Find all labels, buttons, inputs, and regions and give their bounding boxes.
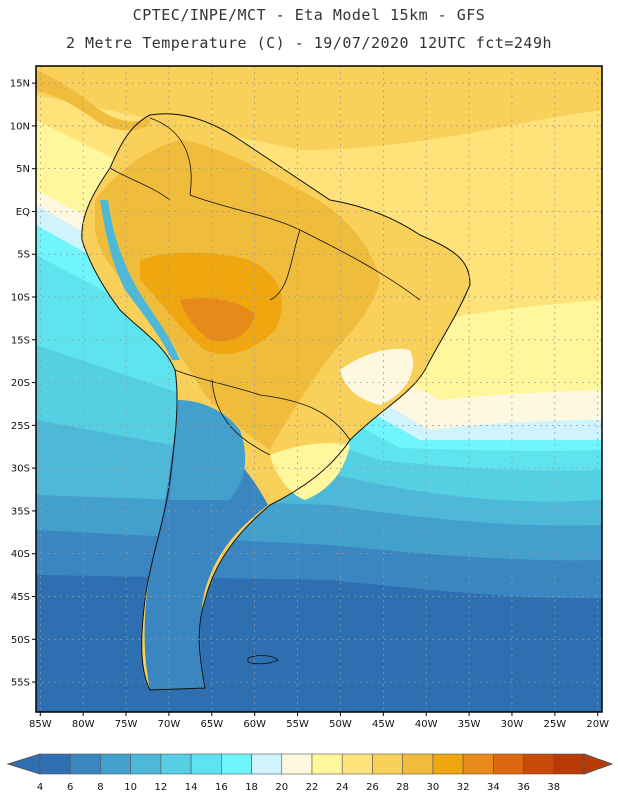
colorbar-swatch: [402, 753, 434, 775]
lat-label: 50S: [11, 635, 30, 646]
colorbar-swatch: [311, 753, 343, 775]
colorbar-label: 14: [185, 782, 198, 793]
colorbar-label: 38: [547, 782, 560, 793]
lat-label: EQ: [16, 207, 30, 218]
map-title-line2: 2 Metre Temperature (C) - 19/07/2020 12U…: [65, 34, 553, 52]
colorbar-swatch: [251, 753, 283, 775]
falkland-islands: [247, 655, 279, 665]
lon-label: 60W: [243, 719, 266, 730]
colorbar-label: 36: [517, 782, 530, 793]
hottest-core: [180, 298, 255, 342]
colorbar: 4 6 8 10 12 14 16 18 20 22 24 26 28 30 32 34 36 38: [6, 753, 614, 793]
colorbar-low-arrow: [6, 753, 41, 775]
lat-label: 35S: [11, 506, 30, 517]
lon-label: 70W: [158, 719, 181, 730]
colorbar-swatch: [130, 753, 162, 775]
lon-label: 40W: [415, 719, 438, 730]
colorbar-label: 16: [215, 782, 228, 793]
lon-label: 25W: [544, 719, 567, 730]
colorbar-swatch: [493, 753, 524, 775]
coastline: [81, 113, 471, 691]
lat-label: 5S: [17, 250, 30, 261]
lat-label: 5N: [16, 164, 30, 175]
andes-cool-strip: [100, 200, 180, 360]
lon-label: 80W: [72, 719, 95, 730]
country-borders: [109, 117, 421, 456]
lon-label: 85W: [29, 719, 52, 730]
colorbar-swatch: [462, 753, 494, 775]
colorbar-swatch: [69, 753, 101, 775]
lat-label: 10N: [10, 121, 30, 132]
colorbar-label: 6: [67, 782, 73, 793]
south-brazil-zone: [270, 443, 350, 500]
lon-label: 35W: [458, 719, 481, 730]
colorbar-label: 22: [306, 782, 319, 793]
colorbar-label: 30: [427, 782, 440, 793]
colorbar-swatch: [190, 753, 222, 775]
graticule: [36, 66, 602, 712]
map-field: [36, 66, 602, 712]
lon-label: 65W: [200, 719, 223, 730]
colorbar-label: 32: [457, 782, 470, 793]
colorbar-label: 18: [245, 782, 258, 793]
colorbar-label: 34: [487, 782, 500, 793]
colorbar-swatch: [553, 753, 585, 775]
colorbar-swatch: [432, 753, 464, 775]
colorbar-swatch: [160, 753, 192, 775]
lat-label: 10S: [11, 293, 30, 304]
latitude-labels: 15N 10N 5N EQ 5S 10S 15S 20S 25S 30S 35S 40S 45S 50S 5…: [10, 79, 36, 689]
lon-label: 55W: [286, 719, 309, 730]
longitude-labels: 85W 80W 75W 70W 65W 60W 55W 50W 45W 40W 35W 30W 25W 2…: [29, 712, 609, 730]
lat-label: 40S: [11, 549, 30, 560]
lat-label: 55S: [11, 678, 30, 689]
lat-label: 20S: [11, 378, 30, 389]
lat-label: 30S: [11, 464, 30, 475]
colorbar-swatch: [372, 753, 403, 775]
colorbar-label: 10: [124, 782, 137, 793]
lat-label: 25S: [11, 421, 30, 432]
colorbar-high-arrow: [583, 753, 614, 775]
colorbar-swatch: [100, 753, 131, 775]
colorbar-label: 20: [275, 782, 288, 793]
colorbar-label: 4: [37, 782, 43, 793]
ocean-band-28: [36, 66, 602, 150]
southeast-cool-zone: [340, 348, 414, 405]
colorbar-swatch: [341, 753, 373, 775]
map-title-line1: CPTEC/INPE/MCT - Eta Model 15km - GFS: [132, 6, 486, 24]
lon-label: 75W: [115, 719, 138, 730]
lon-label: 30W: [501, 719, 524, 730]
colorbar-swatch: [221, 753, 252, 775]
lat-label: 15N: [10, 79, 30, 90]
lon-label: 45W: [372, 719, 395, 730]
lat-label: 15S: [11, 335, 30, 346]
colorbar-swatch: [523, 753, 555, 775]
lat-label: 45S: [11, 592, 30, 603]
colorbar-swatch: [39, 753, 71, 775]
central-america: [36, 70, 150, 131]
colorbar-label: 12: [155, 782, 168, 793]
colorbar-swatch: [281, 753, 313, 775]
colorbar-label: 26: [366, 782, 379, 793]
colorbar-label: 28: [396, 782, 409, 793]
map-frame: [35, 65, 603, 713]
lon-label: 50W: [329, 719, 352, 730]
lon-label: 20W: [586, 719, 609, 730]
colorbar-label: 8: [97, 782, 103, 793]
temperature-map: 15N 10N 5N EQ 5S 10S 15S 20S 25S 30S 35S 40S 45S 50S 5…: [10, 65, 609, 730]
andes-cold-zone: [170, 400, 246, 500]
colorbar-label: 24: [336, 782, 349, 793]
